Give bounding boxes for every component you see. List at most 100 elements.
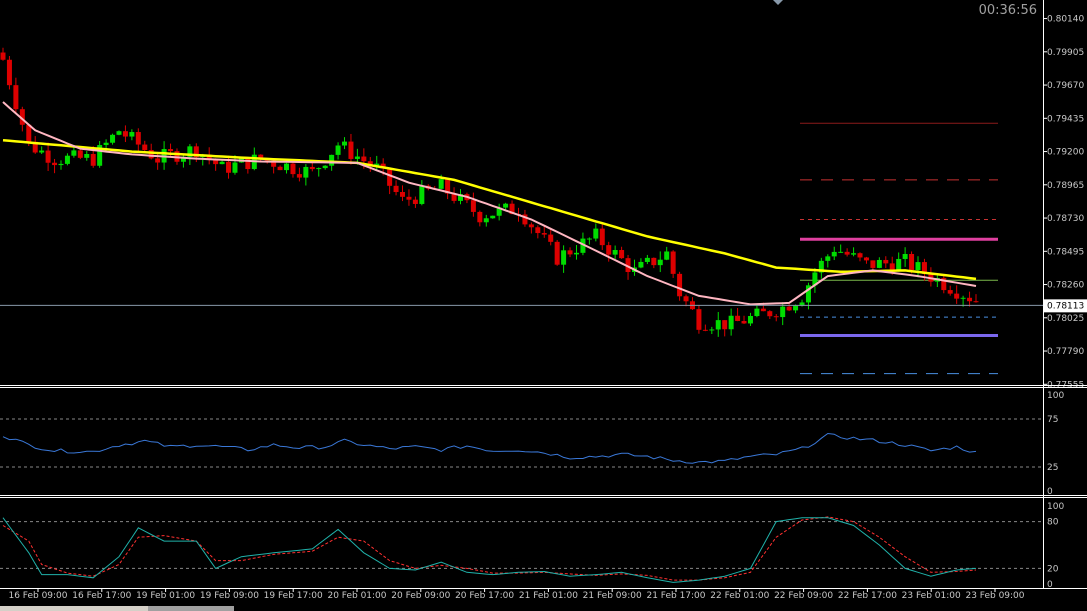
price-tick-label: 0.79670: [1047, 81, 1084, 91]
bear-candle: [760, 308, 766, 312]
bear-candle: [677, 273, 683, 297]
bear-candle: [45, 150, 51, 163]
bull-candle: [374, 163, 380, 166]
bear-candle: [148, 150, 154, 159]
price-tick-label: 0.78965: [1047, 181, 1084, 191]
bear-candle: [142, 144, 148, 151]
time-tick-label: 23 Feb 01:00: [902, 591, 961, 601]
time-tick-label: 20 Feb 09:00: [391, 591, 450, 601]
bear-candle: [412, 199, 418, 204]
bull-candle: [303, 166, 309, 178]
bull-candle: [838, 251, 844, 253]
bull-candle: [232, 162, 238, 173]
bear-candle: [889, 263, 895, 272]
candles: [0, 47, 979, 337]
bear-candle: [773, 316, 779, 318]
bull-candle: [103, 142, 109, 146]
bear-candle: [122, 131, 128, 137]
current-price-label: 0.78113: [1047, 301, 1084, 311]
bull-candle: [876, 259, 882, 268]
time-tick-label: 22 Feb 17:00: [838, 591, 897, 601]
bear-candle: [554, 241, 560, 265]
bear-candle: [844, 251, 850, 255]
bear-candle: [309, 166, 315, 170]
bull-candle: [754, 308, 760, 317]
stochastic-main-line: [2, 517, 977, 583]
bottom-tab: [148, 606, 234, 611]
rsi-tick-label: 0: [1047, 487, 1053, 497]
rsi-panel[interactable]: 100 75 25 0: [0, 391, 1064, 497]
stochastic-tick-label: 80: [1047, 518, 1059, 528]
bull-candle: [483, 218, 489, 223]
bear-candle: [973, 301, 979, 303]
bull-candle: [180, 156, 186, 162]
bull-candle: [747, 316, 753, 324]
bull-candle: [825, 256, 831, 261]
time-tick-label: 21 Feb 01:00: [519, 591, 578, 601]
bear-candle: [168, 149, 174, 152]
fast-moving-average: [2, 101, 977, 306]
bull-candle: [335, 145, 341, 155]
bear-candle: [155, 158, 161, 163]
bear-candle: [258, 154, 264, 159]
time-tick-label: 21 Feb 17:00: [646, 591, 705, 601]
bull-candle: [129, 132, 135, 137]
rsi-tick-label: 100: [1047, 391, 1064, 401]
bear-candle: [387, 168, 393, 186]
price-tick-label: 0.78730: [1047, 214, 1084, 224]
bear-candle: [651, 257, 657, 266]
bear-candle: [77, 150, 83, 158]
price-tick-label: 0.77790: [1047, 347, 1084, 357]
bull-candle: [561, 250, 567, 265]
price-tick-label: 0.78260: [1047, 281, 1084, 291]
time-tick-label: 21 Feb 09:00: [583, 591, 642, 601]
bull-candle: [586, 238, 592, 240]
bull-candle: [812, 272, 818, 286]
bear-candle: [271, 160, 277, 167]
bear-candle: [947, 290, 953, 294]
bear-candle: [954, 293, 960, 299]
bull-candle: [97, 145, 103, 166]
bull-candle: [219, 161, 225, 165]
time-tick-label: 16 Feb 09:00: [8, 591, 67, 601]
bear-candle: [451, 193, 457, 201]
bear-candle: [193, 146, 199, 158]
time-axis: 16 Feb 09:00 16 Feb 17:00 19 Feb 01:00 19 F…: [8, 588, 1025, 601]
bear-candle: [535, 227, 541, 234]
time-tick-label: 19 Feb 09:00: [200, 591, 259, 601]
bull-candle: [322, 165, 328, 169]
bull-candle: [960, 297, 966, 299]
bull-candle: [438, 179, 444, 189]
bear-candle: [696, 309, 702, 330]
bear-candle: [0, 52, 6, 60]
stochastic-tick-label: 0: [1047, 580, 1053, 590]
bull-candle: [799, 302, 805, 306]
price-tick-label: 0.79435: [1047, 114, 1084, 124]
bull-candle: [715, 320, 721, 330]
time-tick-label: 19 Feb 01:00: [136, 591, 195, 601]
price-axis: 0.80140 0.79905 0.79670 0.79435 0.79200 0.789…: [1043, 15, 1084, 390]
bear-candle: [522, 214, 528, 225]
rsi-tick-label: 75: [1047, 415, 1058, 425]
bear-candle: [13, 85, 19, 110]
bull-candle: [709, 329, 715, 331]
bear-candle: [941, 278, 947, 291]
bull-candle: [780, 306, 786, 318]
bull-candle: [818, 260, 824, 273]
bear-candle: [393, 185, 399, 193]
price-tick-label: 0.79200: [1047, 148, 1084, 158]
time-tick-label: 16 Feb 17:00: [72, 591, 131, 601]
bull-candle: [793, 305, 799, 311]
rsi-line: [2, 432, 977, 464]
bear-candle: [400, 192, 406, 197]
bear-candle: [870, 260, 876, 268]
bear-candle: [245, 157, 251, 170]
bull-candle: [657, 259, 663, 266]
stochastic-panel[interactable]: 100 80 20 0: [0, 502, 1064, 590]
price-panel[interactable]: [0, 47, 999, 375]
bear-candle: [470, 200, 476, 212]
bear-candle: [477, 211, 483, 223]
bear-candle: [967, 297, 973, 302]
bull-candle: [58, 163, 64, 166]
